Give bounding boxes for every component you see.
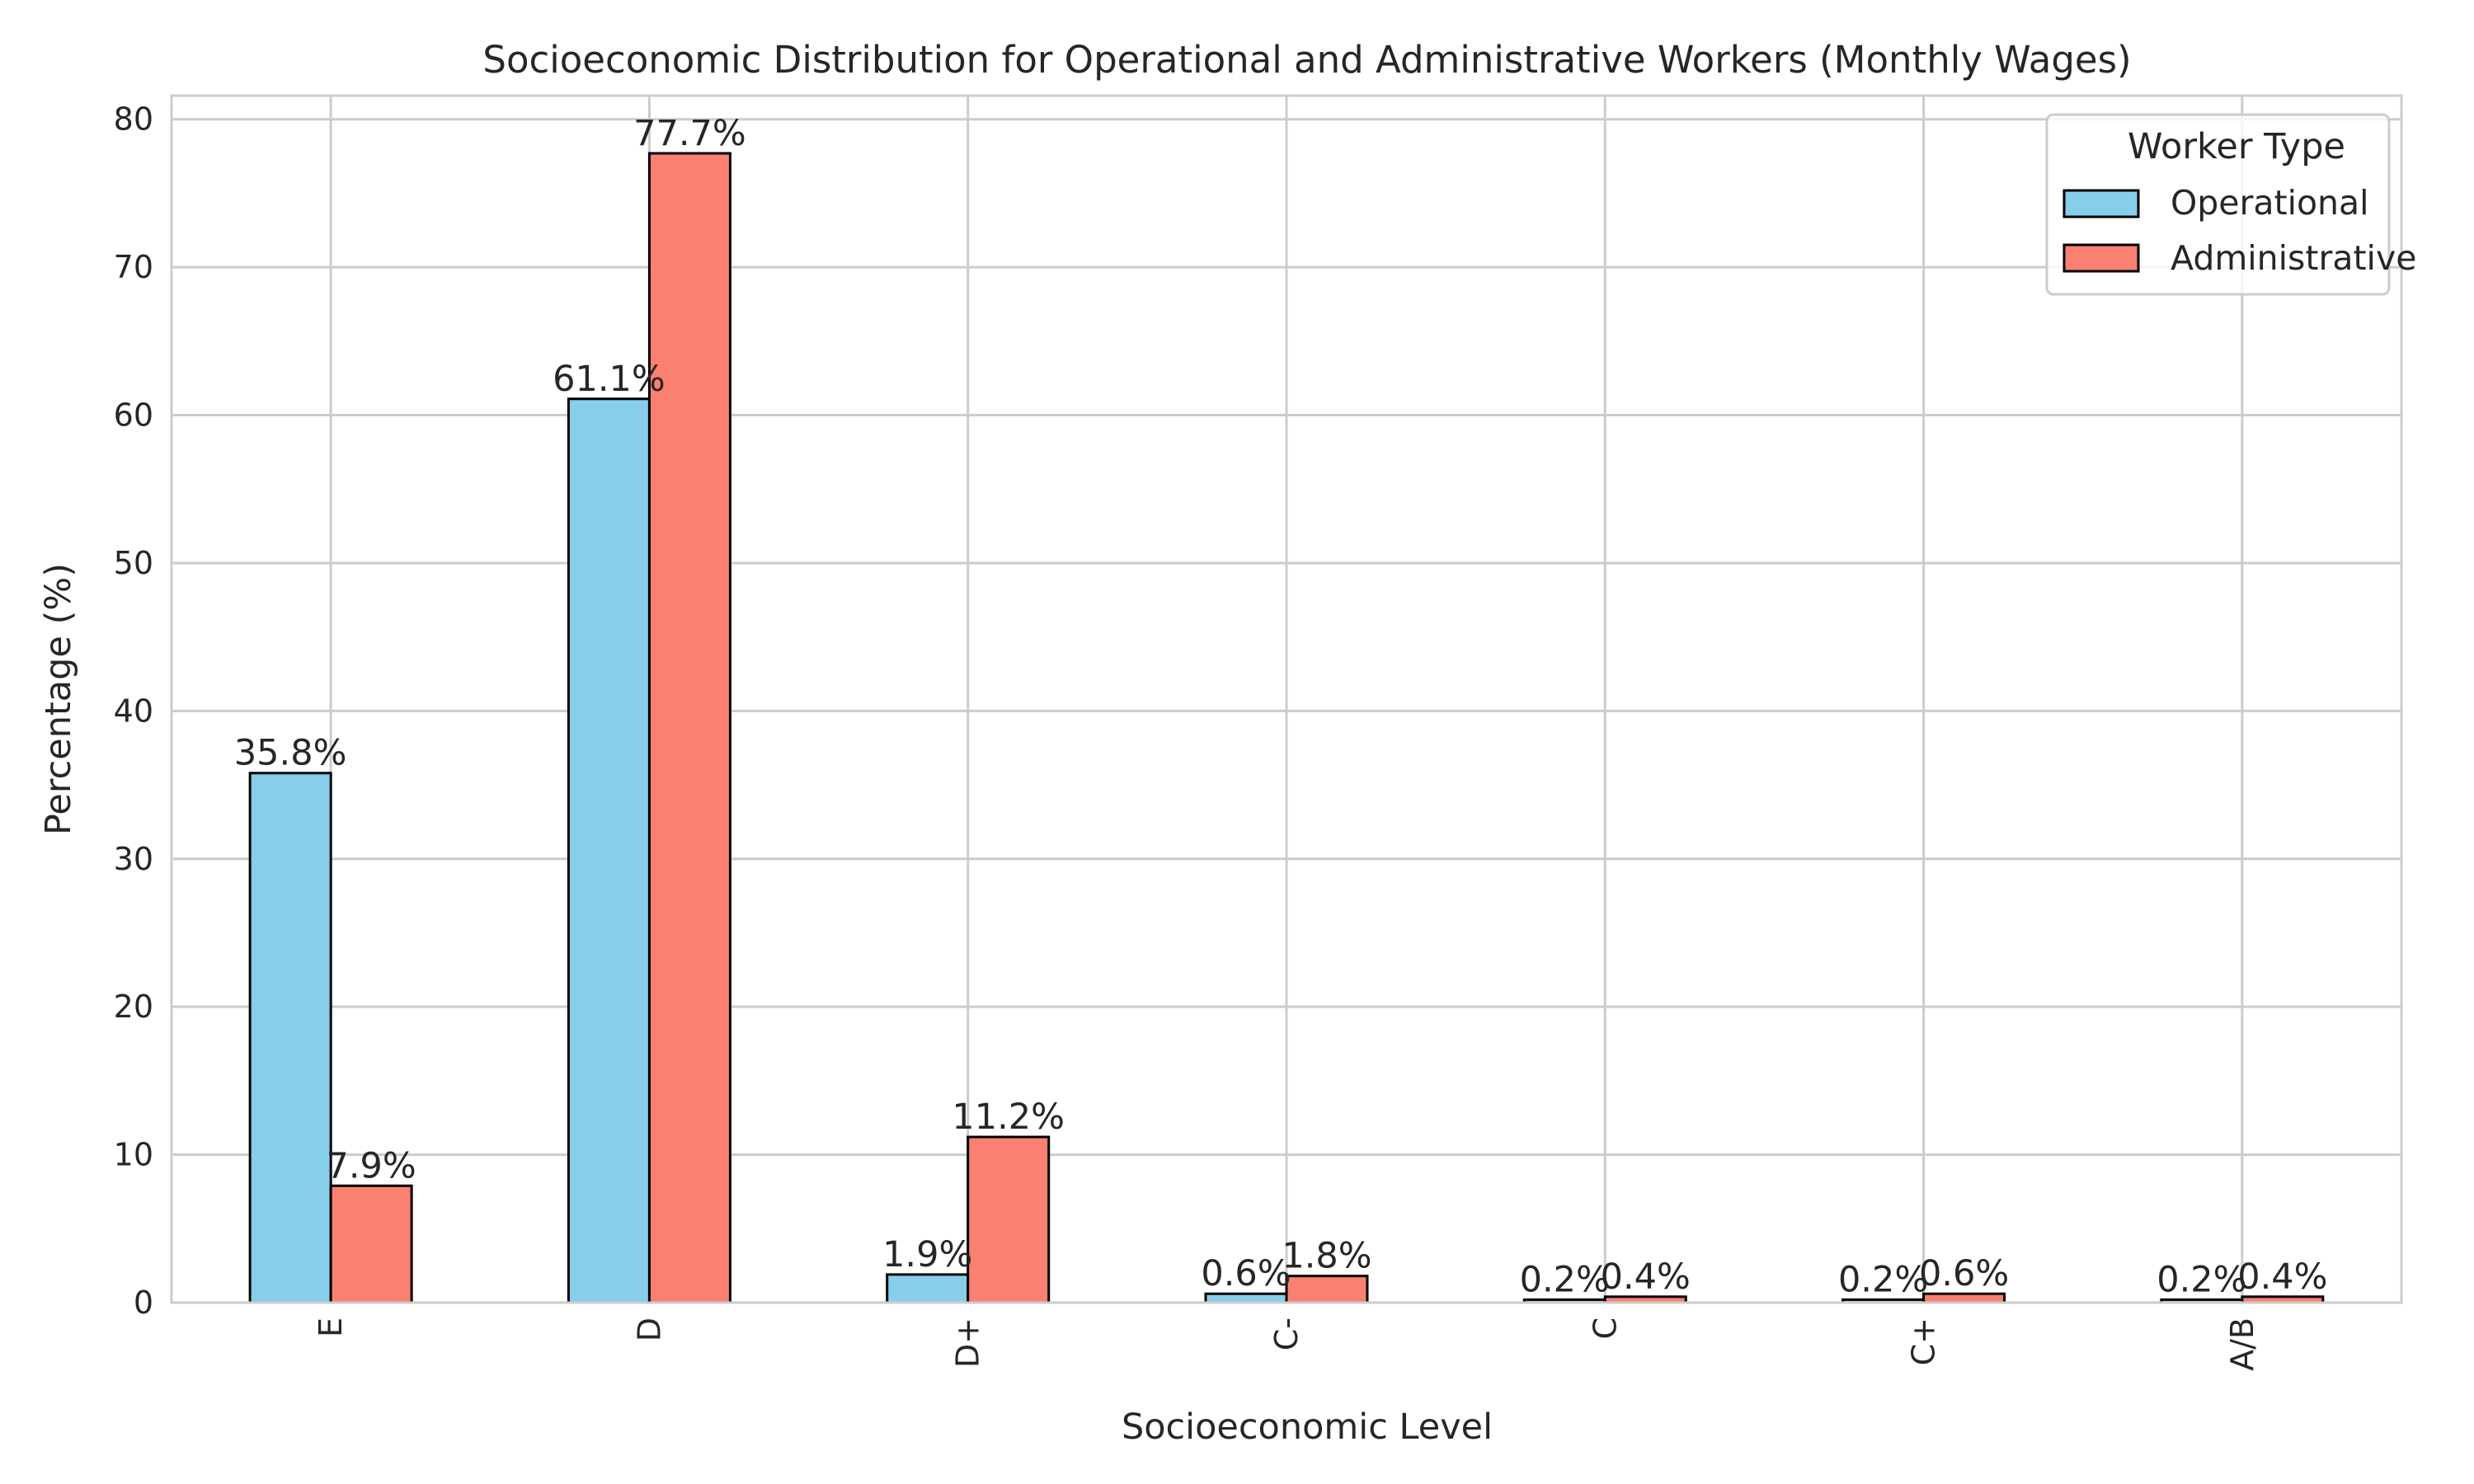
bar-operational-E [248,772,332,1304]
data-label: 0.4% [1601,1256,1691,1298]
data-label: 0.2% [1520,1259,1610,1300]
data-label: 61.1% [553,359,666,400]
y-tick-label: 20 [114,989,153,1025]
x-axis-ticks: E D D+ C- C C+ A/B [313,1317,2260,1371]
data-label: 7.9% [327,1145,416,1186]
bar-administrative-E [329,1184,413,1304]
data-label: 77.7% [633,113,746,154]
legend-label-administrative: Administrative [2171,238,2416,278]
x-tick-label: D+ [950,1317,986,1368]
x-tick-label: C- [1268,1317,1305,1350]
y-axis-ticks: 0 10 20 30 40 50 60 70 80 [114,101,153,1321]
legend-title: Worker Type [2128,126,2345,167]
data-label: 1.9% [882,1234,972,1275]
data-label: 0.6% [1919,1253,2009,1294]
x-tick-label: E [313,1317,349,1337]
bar-administrative-D+ [967,1135,1051,1304]
data-labels: 35.8%61.1%1.9% 0.6% 0.2% 0.2% 0.2%7.9%77.7%1… [234,113,2328,1300]
y-tick-label: 40 [114,693,153,729]
bar-operational-D [567,397,651,1304]
y-tick-label: 70 [114,249,153,285]
legend-swatch-administrative [2062,243,2140,273]
y-tick-label: 50 [114,545,153,581]
data-label: 0.6% [1201,1253,1291,1294]
y-tick-label: 30 [114,841,153,877]
y-tick-label: 10 [114,1137,153,1173]
x-axis-title: Socioeconomic Level [1122,1407,1493,1448]
data-label: 35.8% [234,733,347,774]
legend: Worker Type Operational Administrative [2045,113,2416,296]
bar-administrative-D [647,152,731,1304]
data-label: 0.2% [2157,1259,2246,1300]
bar-operational-C- [1204,1292,1288,1304]
data-label: 0.2% [1838,1259,1928,1300]
bars [248,152,2325,1304]
y-axis-title: Percentage (%) [38,563,79,835]
chart-title: Socioeconomic Distribution for Operation… [482,38,2131,82]
y-tick-label: 60 [114,397,153,434]
legend-label-operational: Operational [2171,183,2369,223]
y-tick-label: 80 [114,101,153,138]
plot-frame [170,94,2403,1304]
x-tick-label: C+ [1906,1317,1942,1365]
bar-administrative-C+ [1922,1292,2006,1304]
x-tick-label: A/B [2224,1317,2260,1371]
bar-operational-D+ [886,1273,970,1304]
data-label: 0.4% [2237,1256,2327,1298]
legend-swatch-operational [2062,189,2140,218]
x-tick-label: D [631,1317,667,1341]
data-label: 1.8% [1282,1236,1371,1277]
x-tick-label: C [1587,1317,1623,1340]
data-label: 11.2% [952,1097,1065,1138]
bar-administrative-C- [1285,1275,1369,1304]
y-tick-label: 0 [134,1284,153,1321]
